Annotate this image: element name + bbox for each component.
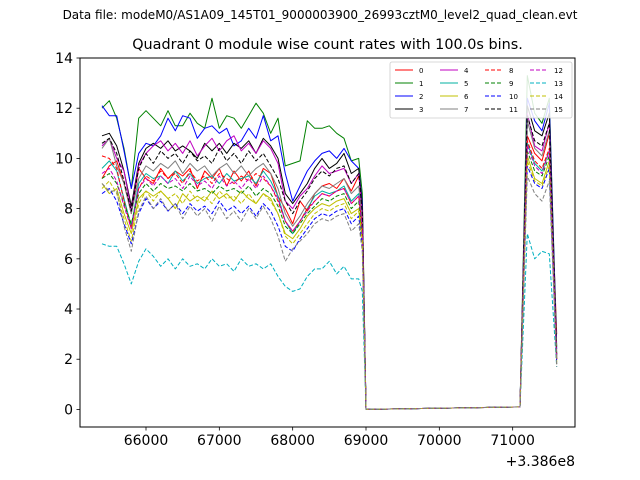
legend-label-7: 7 bbox=[464, 106, 468, 114]
x-tick-label: 67000 bbox=[197, 433, 242, 449]
series-line-6 bbox=[101, 155, 558, 410]
suptitle: Data file: modeM0/AS1A09_145T01_90000039… bbox=[63, 8, 578, 22]
y-tick-label: 14 bbox=[55, 51, 73, 67]
x-tick-label: 66000 bbox=[124, 433, 169, 449]
series-line-1 bbox=[101, 75, 558, 410]
legend-label-1: 1 bbox=[419, 80, 423, 88]
series-line-9 bbox=[101, 150, 558, 410]
x-tick-label: 71000 bbox=[490, 433, 535, 449]
y-tick-label: 6 bbox=[64, 252, 73, 268]
series-line-11 bbox=[101, 115, 558, 410]
legend-label-6: 6 bbox=[464, 93, 469, 101]
x-tick-label: 68000 bbox=[270, 433, 315, 449]
legend-label-4: 4 bbox=[464, 67, 469, 75]
series-line-15 bbox=[101, 175, 558, 410]
legend-label-11: 11 bbox=[509, 106, 518, 114]
x-tick-label: 69000 bbox=[344, 433, 389, 449]
x-offset-label: +3.386e8 bbox=[506, 454, 575, 470]
legend-label-8: 8 bbox=[509, 67, 513, 75]
legend-label-3: 3 bbox=[419, 106, 423, 114]
series-group bbox=[101, 75, 558, 410]
series-line-2 bbox=[101, 97, 558, 410]
y-tick-label: 0 bbox=[64, 402, 73, 418]
y-tick-label: 4 bbox=[64, 302, 73, 318]
series-line-7 bbox=[101, 120, 558, 410]
series-line-10 bbox=[101, 165, 558, 410]
legend-label-12: 12 bbox=[554, 67, 563, 75]
y-tick-label: 8 bbox=[64, 202, 73, 218]
legend-label-14: 14 bbox=[554, 93, 563, 101]
chart-title: Quadrant 0 module wise count rates with … bbox=[132, 37, 523, 53]
legend-label-13: 13 bbox=[554, 80, 563, 88]
legend-label-15: 15 bbox=[554, 106, 563, 114]
series-line-12 bbox=[101, 145, 558, 410]
y-tick-label: 12 bbox=[55, 101, 73, 117]
series-line-8 bbox=[101, 140, 558, 410]
y-tick-label: 10 bbox=[55, 151, 73, 167]
legend-box bbox=[389, 61, 573, 119]
series-line-14 bbox=[101, 160, 558, 410]
legend-label-0: 0 bbox=[419, 67, 423, 75]
plot-area: 66000 67000 68000 69000 70000 710000246810121… bbox=[55, 51, 576, 449]
series-line-13 bbox=[101, 233, 558, 410]
legend-label-10: 10 bbox=[509, 93, 518, 101]
y-tick-label: 2 bbox=[64, 352, 73, 368]
legend-label-5: 5 bbox=[464, 80, 468, 88]
series-line-0 bbox=[101, 132, 558, 410]
x-tick-label: 70000 bbox=[417, 433, 462, 449]
axes-frame bbox=[79, 57, 576, 428]
legend-label-9: 9 bbox=[509, 80, 513, 88]
legend-label-2: 2 bbox=[419, 93, 423, 101]
